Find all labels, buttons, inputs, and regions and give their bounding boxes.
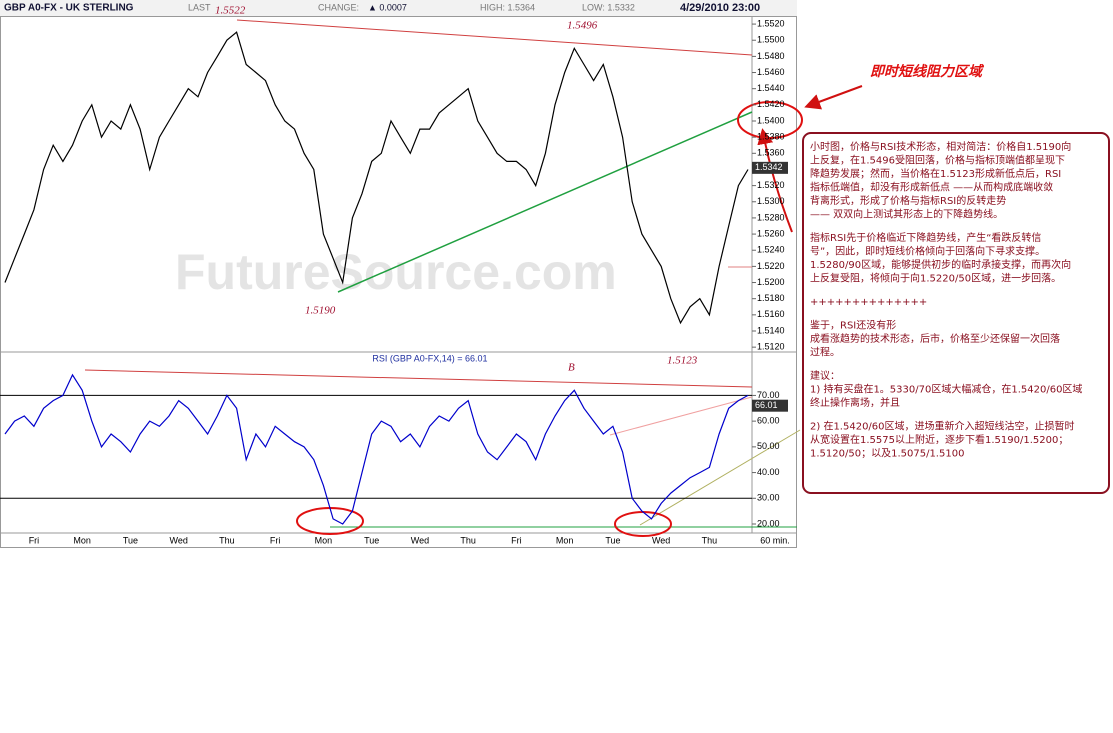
change-label: CHANGE: [318,2,359,12]
note-text: 小时图，价格与RSI技术形态，相对简洁：价格自1.5190向上反复，在1.549… [810,140,1082,460]
y-tick-label: 1.5320 [757,180,785,190]
y-tick-label: 1.5360 [757,148,785,158]
x-tick-label: Wed [411,535,429,545]
y-tick-label: 1.5400 [757,115,785,125]
series-line [4,31,749,325]
note-line: 终止操作离场，并且 [810,396,900,409]
y-tick-label: 1.5420 [757,99,785,109]
annotation: 1.5190 [305,305,336,317]
y-tick-label: 1.5460 [757,67,785,77]
y-tick-label: 1.5280 [757,212,785,222]
y-tick-label: 60.00 [757,416,780,426]
last-value-label: 1.5342 [755,162,783,172]
rsi-title: RSI (GBP A0-FX,14) = 66.01 [372,353,487,363]
note-line: ++++++++++++++ [810,297,927,308]
arrow [804,85,863,110]
x-tick-label: Mon [556,535,574,545]
note-line: 小时图，价格与RSI技术形态，相对简洁：价格自1.5190向 [810,140,1071,153]
x-tick-label: Wed [170,535,188,545]
support-line [337,111,753,293]
change: ▲ 0.0007 [368,2,407,12]
symbol: GBP A0-FX - UK STERLING [4,3,134,14]
y-tick-label: 40.00 [757,467,780,477]
note-line: —— 双双向上测试其形态上的下降趋势线。 [810,208,1003,221]
watermark: FutureSource.com [175,244,617,300]
note-line: 上反复受阻，将倾向于向1.5220/50区域，进一步回落。 [810,272,1061,285]
chart-frame [0,16,797,548]
x-tick-label: Mon [315,535,333,545]
y-tick-label: 1.5440 [757,83,785,93]
note-line: 从宽设置在1.5575以上附近，逐步下看1.5190/1.5200； [810,433,1068,446]
y-tick-label: 1.5500 [757,35,785,45]
note-line: 上反复，在1.5496受阻回落，价格与指标顶端值都呈现下 [810,154,1065,167]
y-tick-label: 1.5480 [757,51,785,61]
y-tick-label: 1.5520 [757,18,785,28]
note-line: 1.5280/90区域，能够提供初步的临时承接支撑，而再次向 [810,258,1071,271]
resistance-line [236,19,753,56]
x-tick-label: Fri [29,535,40,545]
y-tick-label: 70.00 [757,390,780,400]
y-tick-label: 1.5260 [757,228,785,238]
x-tick-label: Fri [511,535,522,545]
rsi-trend-line [609,396,753,436]
annotation: 1.5522 [215,5,246,17]
note-line: 鉴于，RSI还没有形 [810,319,896,332]
y-tick-label: 20.00 [757,518,780,528]
last-label: LAST [188,2,211,12]
y-tick-label: 1.5240 [757,245,785,255]
y-tick-label: 1.5220 [757,261,785,271]
last-value-tag [752,161,788,174]
x-tick-label: Wed [652,535,670,545]
note-line: 1.5120/50；以及1.5075/1.5100 [810,448,964,460]
x-tick-label: Tue [123,535,138,545]
last-value-label: 66.01 [755,400,778,410]
x-tick-label: Thu [219,535,235,545]
y-tick-label: 1.5160 [757,309,785,319]
note-box [802,132,1110,494]
x-tick-label: Thu [460,535,476,545]
note-line: 指标低端值，却没有形成新低点 ——从而构成底端收敛 [810,181,1053,194]
note-line: 号”，因此，即时短线价格倾向于回落向下寻求支撑。 [810,245,1045,258]
x-tick-label: Fri [270,535,281,545]
datetime: 4/29/2010 23:00 [680,2,760,14]
annotation: 1.5496 [567,20,598,32]
y-tick-label: 1.5200 [757,277,785,287]
note-title: 即时短线阻力区域 [870,63,985,80]
note-line: 指标RSI先于价格临近下降趋势线，产生“看跌反转信 [810,231,1041,244]
y-tick-label: 1.5180 [757,293,785,303]
last-value-tag [752,399,788,412]
y-tick-label: 50.00 [757,441,780,451]
note-line: 2) 在1.5420/60区域，进场重新介入超短线沽空，止损暂时 [810,420,1075,433]
note-line: 过程。 [810,346,840,359]
y-tick-label: 1.5140 [757,325,785,335]
note-line: 1) 持有买盘在1。5330/70区域大幅减仓，在1.5420/60区域 [810,383,1082,396]
y-tick-label: 1.5300 [757,196,785,206]
note-line: 背离形式，形成了价格与指标RSI的反转走势 [810,194,1006,207]
x-tick-label: Mon [73,535,91,545]
y-tick-label: 1.5380 [757,132,785,142]
note-line: 成看涨趋势的技术形态，后市，价格至少还保留一次回落 [810,332,1060,345]
x-tick-label: Thu [702,535,718,545]
x-unit: 60 min. [760,535,790,545]
rsi-trend-line [639,429,801,526]
rsi-trend-line [84,369,753,388]
annotation: 1.5123 [667,355,698,367]
x-tick-label: Tue [605,535,620,545]
y-tick-label: 30.00 [757,493,780,503]
annotation: B [568,362,575,374]
series-line [4,373,749,525]
low: LOW: 1.5332 [582,2,635,12]
note-line: 降趋势发展；然而，当价格在1.5123形成新低点后，RSI [810,167,1061,180]
arrow [757,128,793,233]
note-line: 建议： [810,369,840,382]
x-tick-label: Tue [364,535,379,545]
high: HIGH: 1.5364 [480,2,535,12]
y-tick-label: 1.5120 [757,342,785,352]
header-bar [0,0,797,16]
